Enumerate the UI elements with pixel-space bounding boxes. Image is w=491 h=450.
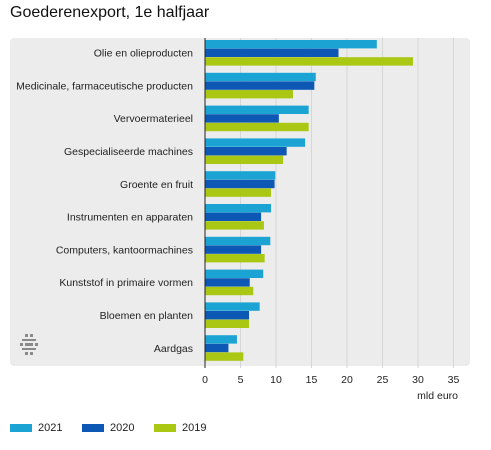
bar-2019 xyxy=(205,122,309,132)
bar-2021 xyxy=(205,72,316,82)
bar-2019 xyxy=(205,155,284,164)
bar-chart: Olie en olieproducten Medicinale, farmace… xyxy=(10,38,470,402)
x-tick-label: 5 xyxy=(238,374,244,386)
x-axis-ticks: 0 5 10 15 20 25 30 35 xyxy=(202,374,459,386)
bar-2019 xyxy=(205,57,414,66)
category-label: Olie en olieproducten xyxy=(94,48,193,60)
category-labels: Olie en olieproducten Medicinale, farmace… xyxy=(16,48,193,355)
chart-title: Goederenexport, 1e halfjaar xyxy=(10,4,210,21)
legend-item-2021: 2021 xyxy=(10,422,82,434)
bar-2021 xyxy=(205,204,272,213)
x-tick-label: 20 xyxy=(341,374,353,386)
category-label: Gespecialiseerde machines xyxy=(64,146,193,158)
bar-2020 xyxy=(205,212,262,221)
x-tick-label: 25 xyxy=(377,374,389,386)
x-tick-label: 30 xyxy=(412,374,424,386)
bar-2020 xyxy=(205,343,229,353)
legend-swatch xyxy=(154,424,176,432)
legend-label: 2019 xyxy=(182,422,207,434)
bar-2019 xyxy=(205,286,254,296)
bar-2021 xyxy=(205,335,237,344)
bar-2019 xyxy=(205,221,264,230)
x-tick-label: 35 xyxy=(448,374,460,386)
category-label: Medicinale, farmaceutische producten xyxy=(16,80,193,92)
bar-2019 xyxy=(205,188,272,197)
category-label: Groente en fruit xyxy=(120,179,193,191)
category-label: Bloemen en planten xyxy=(100,310,194,322)
x-axis-label: mld euro xyxy=(417,390,458,402)
category-label: Vervoermaterieel xyxy=(114,113,193,125)
bar-2020 xyxy=(205,311,250,320)
bar-2020 xyxy=(205,48,339,57)
bar-2019 xyxy=(205,352,244,361)
legend-swatch xyxy=(82,424,104,432)
cbs-logo-icon xyxy=(20,334,38,355)
bar-2020 xyxy=(205,147,287,156)
legend-label: 2021 xyxy=(38,422,63,434)
category-label: Kunststof in primaire vormen xyxy=(59,277,193,289)
category-label: Aardgas xyxy=(154,343,193,355)
bar-2020 xyxy=(205,278,250,287)
bar-2019 xyxy=(205,254,265,263)
bar-2020 xyxy=(205,81,315,90)
bar-2020 xyxy=(205,245,262,254)
bar-2021 xyxy=(205,138,306,147)
bar-2020 xyxy=(205,114,279,123)
bar-2021 xyxy=(205,269,264,278)
legend-item-2019: 2019 xyxy=(154,422,226,434)
legend-item-2020: 2020 xyxy=(82,422,154,434)
bar-2019 xyxy=(205,319,250,328)
bar-2021 xyxy=(205,105,309,114)
bar-2021 xyxy=(205,171,276,180)
legend-label: 2020 xyxy=(110,422,135,434)
bar-2021 xyxy=(205,40,377,49)
x-tick-label: 0 xyxy=(202,374,208,386)
bar-2019 xyxy=(205,90,294,99)
x-tick-label: 10 xyxy=(270,374,282,386)
bars-group xyxy=(205,40,414,361)
legend: 2021 2020 2019 xyxy=(10,422,226,434)
bar-2021 xyxy=(205,302,260,311)
bar-2020 xyxy=(205,179,275,189)
category-label: Instrumenten en apparaten xyxy=(67,212,193,224)
legend-swatch xyxy=(10,424,32,432)
bar-2021 xyxy=(205,236,271,246)
x-tick-label: 15 xyxy=(306,374,318,386)
category-label: Computers, kantoormachines xyxy=(56,244,193,256)
